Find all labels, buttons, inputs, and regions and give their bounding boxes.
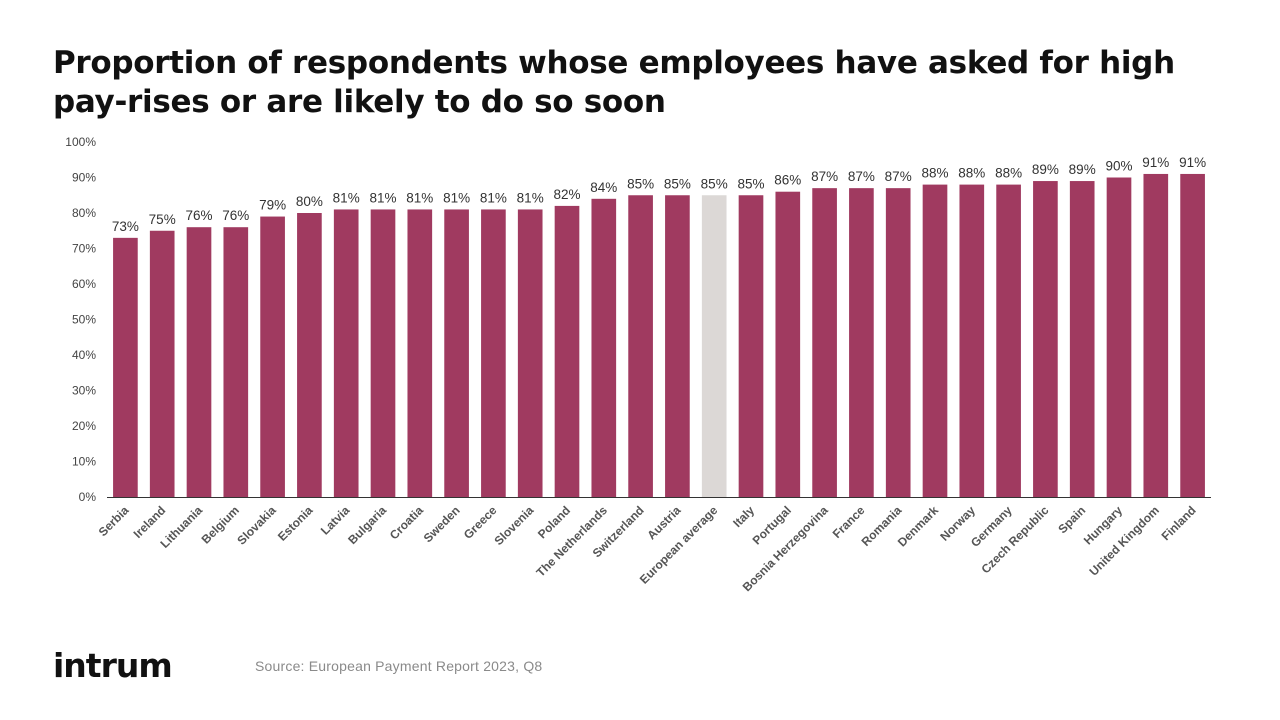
data-label: 81%	[517, 190, 544, 205]
bar-chart: 0% 10% 20% 30% 40% 50% 60% 70% 80% 90% 100% 73% 75%…	[65, 135, 1211, 594]
y-tick-label: 80%	[72, 206, 96, 220]
data-label: 87%	[848, 169, 875, 184]
bar	[1180, 173, 1205, 497]
x-tick-label: Denmark	[895, 503, 941, 549]
y-tick-label: 100%	[65, 135, 96, 149]
bar	[1033, 181, 1058, 498]
data-label: 81%	[369, 190, 396, 205]
x-tick-label: United Kingdom	[1087, 503, 1162, 578]
bar	[849, 188, 874, 497]
y-tick-label: 50%	[72, 313, 96, 327]
x-tick-label: Latvia	[318, 503, 353, 538]
bar	[1143, 173, 1169, 497]
bar	[113, 237, 138, 497]
bar	[517, 209, 543, 497]
y-tick-label: 60%	[72, 277, 96, 291]
y-tick-label: 30%	[72, 384, 96, 398]
data-label: 82%	[553, 187, 580, 202]
data-label: 87%	[885, 169, 912, 184]
bar	[775, 191, 801, 497]
data-label: 76%	[185, 208, 212, 223]
data-label: 85%	[664, 176, 691, 191]
bar	[591, 198, 617, 498]
data-label: 79%	[259, 198, 286, 213]
y-axis: 0% 10% 20% 30% 40% 50% 60% 70% 80% 90% 100%	[65, 135, 96, 504]
data-label: 85%	[627, 176, 654, 191]
bar	[260, 216, 285, 498]
bar	[333, 209, 359, 497]
source-note: Source: European Payment Report 2023, Q8	[255, 658, 543, 674]
data-label: 84%	[590, 180, 617, 195]
x-tick-label: Slovenia	[492, 503, 537, 548]
bar	[701, 195, 727, 497]
x-tick-label: Finland	[1159, 503, 1199, 543]
y-tick-label: 20%	[72, 419, 96, 433]
data-label: 76%	[222, 208, 249, 223]
x-tick-label: Czech Republic	[978, 503, 1051, 576]
data-label: 89%	[1069, 162, 1096, 177]
data-labels: 73% 75% 76% 76% 79% 80% 81% 81% 81% 81% 81% 81% 82% 8…	[112, 155, 1206, 234]
bar	[665, 195, 690, 497]
data-label: 81%	[406, 190, 433, 205]
bar	[481, 209, 506, 497]
data-label: 87%	[811, 169, 838, 184]
bar	[297, 213, 322, 497]
bar	[628, 195, 653, 497]
x-tick-label: Estonia	[275, 503, 316, 544]
data-label: 91%	[1142, 155, 1169, 170]
data-label: 86%	[774, 173, 801, 188]
y-tick-label: 10%	[72, 455, 96, 469]
data-label: 85%	[737, 176, 764, 191]
y-tick-label: 0%	[79, 490, 97, 504]
y-tick-label: 70%	[72, 242, 96, 256]
y-tick-label: 90%	[72, 171, 96, 185]
bar	[1106, 177, 1132, 497]
bar	[444, 209, 469, 497]
bars	[113, 173, 1205, 498]
x-tick-label: Croatia	[387, 503, 426, 542]
bar	[1069, 181, 1095, 498]
x-tick-label: Serbia	[96, 503, 132, 539]
x-tick-label: Spain	[1055, 503, 1088, 536]
data-label: 80%	[296, 194, 323, 209]
x-tick-label: Slovakia	[234, 503, 279, 548]
bar	[996, 184, 1021, 497]
bar	[554, 205, 580, 497]
data-label: 81%	[443, 190, 470, 205]
bar	[407, 209, 433, 497]
data-label: 81%	[480, 190, 507, 205]
bar	[149, 230, 175, 497]
data-label: 91%	[1179, 155, 1206, 170]
x-tick-label: Italy	[730, 503, 757, 530]
bar	[885, 188, 911, 497]
intrum-logo: intrum	[53, 646, 173, 685]
data-label: 89%	[1032, 162, 1059, 177]
bar	[922, 184, 948, 497]
data-label: 75%	[149, 212, 176, 227]
data-label: 90%	[1105, 159, 1132, 174]
data-label: 73%	[112, 219, 139, 234]
bar	[186, 227, 212, 497]
x-axis: Serbia IrelandLithuaniaBelgiumSlovakiaEst…	[96, 497, 1211, 594]
bar	[370, 209, 396, 497]
bar	[959, 184, 985, 497]
y-tick-label: 40%	[72, 348, 96, 362]
data-label: 88%	[995, 166, 1022, 181]
bar	[223, 227, 249, 497]
data-label: 85%	[701, 176, 728, 191]
data-label: 81%	[333, 190, 360, 205]
data-label: 88%	[958, 166, 985, 181]
bar	[738, 195, 764, 497]
x-tick-label: Sweden	[421, 503, 463, 545]
bar	[812, 188, 837, 497]
data-label: 88%	[921, 166, 948, 181]
chart-title: Proportion of respondents whose employee…	[53, 45, 1175, 120]
x-tick-label: Bulgaria	[345, 503, 389, 547]
